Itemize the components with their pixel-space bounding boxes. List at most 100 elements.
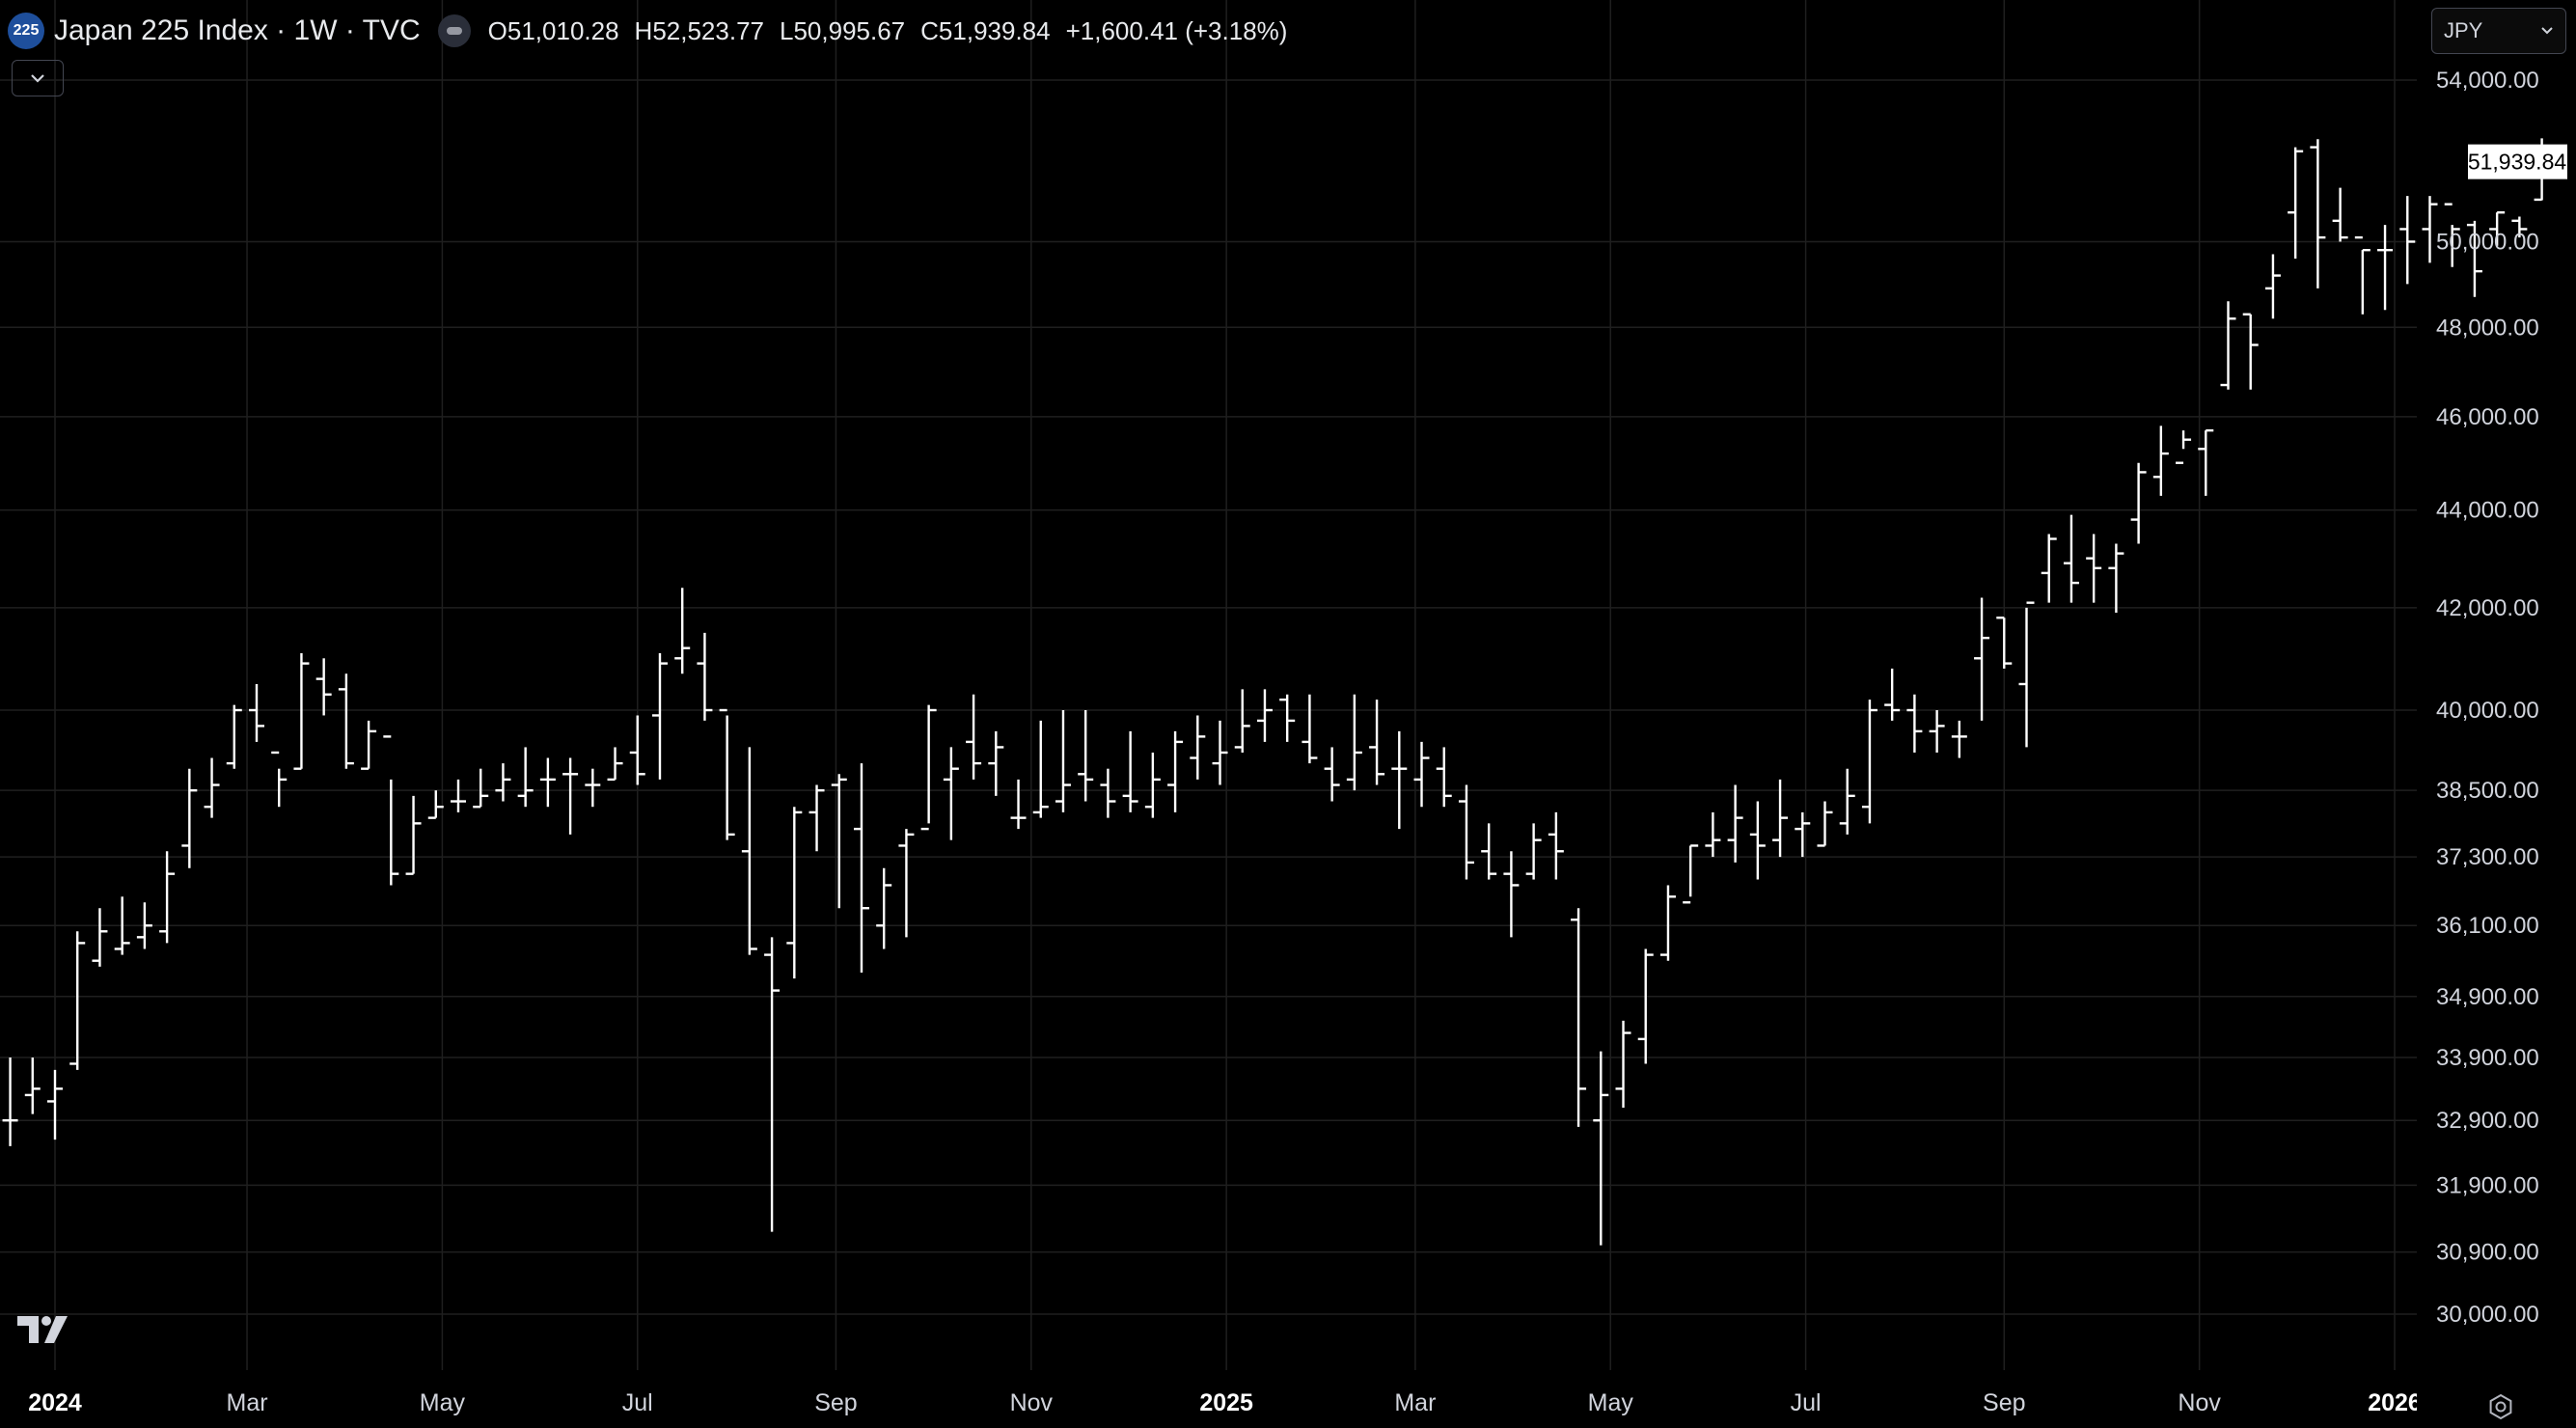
ohlc-bar (338, 673, 354, 769)
ohlc-bar (24, 1057, 41, 1114)
y-tick-label: 42,000.00 (2436, 595, 2539, 621)
ohlc-bar (226, 704, 242, 769)
ohlc-bar (2063, 514, 2079, 603)
low-value: 50,995.67 (793, 15, 906, 45)
tradingview-logo-icon[interactable] (17, 1314, 77, 1345)
ohlc-bar (2466, 220, 2482, 297)
ohlc-bar (651, 652, 668, 780)
ohlc-bar (1324, 747, 1340, 802)
ohlc-bar (853, 763, 869, 974)
ohlc-bar (2288, 147, 2304, 259)
x-tick-label: Mar (227, 1389, 268, 1416)
ohlc-bar (1884, 668, 1901, 721)
ohlc-bar (1861, 700, 1877, 824)
ohlc-bar (1683, 844, 1699, 904)
y-tick-label: 44,000.00 (2436, 498, 2539, 524)
x-tick-label: Nov (2178, 1389, 2221, 1416)
ohlc-bar (539, 757, 556, 808)
ohlc-bar (629, 715, 645, 785)
ohlc-bar (1996, 617, 2013, 669)
ohlc-bar (315, 658, 332, 716)
ohlc-bar (495, 763, 511, 802)
ohlc-bar (248, 683, 264, 742)
last-price-marker: 51,939.84 (2468, 144, 2567, 179)
y-tick-label: 36,100.00 (2436, 913, 2539, 939)
y-tick-label: 54,000.00 (2436, 68, 2539, 94)
ohlc-bar (2310, 139, 2326, 288)
ohlc-bar (1749, 801, 1766, 880)
price-axis[interactable]: 54,000.00 50,000.00 48,000.00 46,000.00 44,0… (2436, 68, 2539, 1328)
ohlc-bar (159, 851, 176, 944)
ohlc-bar (92, 908, 108, 967)
ohlc-bar (876, 867, 892, 949)
x-tick-label: Jul (1791, 1389, 1822, 1416)
ohlc-bar (2399, 196, 2416, 285)
ohlc-bar (2086, 534, 2102, 603)
ohlc-bar (1951, 720, 1967, 758)
ohlc-bar (1772, 779, 1789, 858)
high-value: 52,523.77 (652, 15, 764, 45)
ohlc-bar (181, 768, 198, 868)
ohlc-bar (114, 896, 130, 955)
ohlc-bar (1212, 720, 1228, 785)
ohlc-bar (1705, 811, 1721, 858)
ohlc-bar (2242, 313, 2259, 390)
ohlc-bar (562, 757, 579, 835)
ohlc-bar (697, 632, 713, 721)
collapse-legend-button[interactable] (12, 60, 64, 96)
ohlc-bar (719, 708, 735, 840)
market-status-icon[interactable] (437, 14, 471, 47)
ohlc-bar (2422, 196, 2438, 263)
ohlc-bar (1055, 710, 1071, 812)
symbol-logo: 225 (8, 13, 44, 49)
chart-settings-button[interactable] (2481, 1387, 2520, 1426)
ohlc-bar (2332, 187, 2348, 242)
last-price-label: 51,939.84 (2468, 150, 2567, 175)
ohlc-bar (136, 902, 152, 949)
time-axis[interactable]: 2024 Mar May Jul Sep Nov 2025 Mar May Jul Sep Nov 20… (28, 1380, 2576, 1428)
ohlc-bar (1659, 885, 1676, 961)
ohlc-bar (1279, 694, 1296, 742)
ohlc-bar (1436, 747, 1452, 808)
ohlc-bar (1839, 768, 1855, 835)
y-tick-label: 48,000.00 (2436, 315, 2539, 341)
ohlc-bar (1256, 689, 1273, 742)
chevron-down-icon (31, 74, 44, 83)
symbol-title[interactable]: Japan 225 Index · 1W · TVC (54, 14, 421, 46)
ohlc-bar (764, 937, 781, 1232)
currency-select[interactable]: JPY (2431, 8, 2566, 54)
ohlc-bar (1637, 948, 1654, 1064)
ohlc-bar (2354, 235, 2370, 315)
ohlc-bar (2018, 601, 2035, 748)
open-label: O (487, 15, 507, 45)
ohlc-bar (361, 720, 377, 770)
symbol-header: 225 Japan 225 Index · 1W · TVC O51,010.2… (8, 10, 1287, 52)
x-tick-label: Sep (814, 1389, 857, 1416)
ohlc-bar (1032, 720, 1049, 818)
ohlc-bar (943, 747, 959, 840)
y-tick-label: 37,300.00 (2436, 844, 2539, 870)
ohlc-bar (2198, 428, 2214, 496)
y-tick-label: 30,000.00 (2436, 1302, 2539, 1328)
ohlc-bar (2220, 301, 2236, 390)
x-tick-label: Sep (1983, 1389, 2025, 1416)
ohlc-bar (2264, 254, 2281, 319)
y-tick-label: 46,000.00 (2436, 404, 2539, 430)
ohlc-bar (1593, 1051, 1609, 1246)
ohlc-bar (1929, 710, 1945, 753)
y-tick-label: 34,900.00 (2436, 984, 2539, 1010)
ohlc-bar (920, 704, 937, 831)
ohlc-bar (2489, 211, 2506, 246)
ohlc-bar (293, 652, 310, 770)
x-tick-label: May (420, 1389, 466, 1416)
ohlc-bar (1100, 768, 1116, 818)
ohlc-bar (966, 694, 982, 780)
y-tick-label: 40,000.00 (2436, 698, 2539, 724)
ohlc-bar (831, 774, 847, 909)
low-label: L (780, 15, 794, 45)
ohlc-bar (2, 1057, 18, 1146)
ohlc-bar (1010, 779, 1027, 830)
ohlc-bar (1525, 823, 1542, 880)
ohlc-bar (1571, 908, 1587, 1127)
